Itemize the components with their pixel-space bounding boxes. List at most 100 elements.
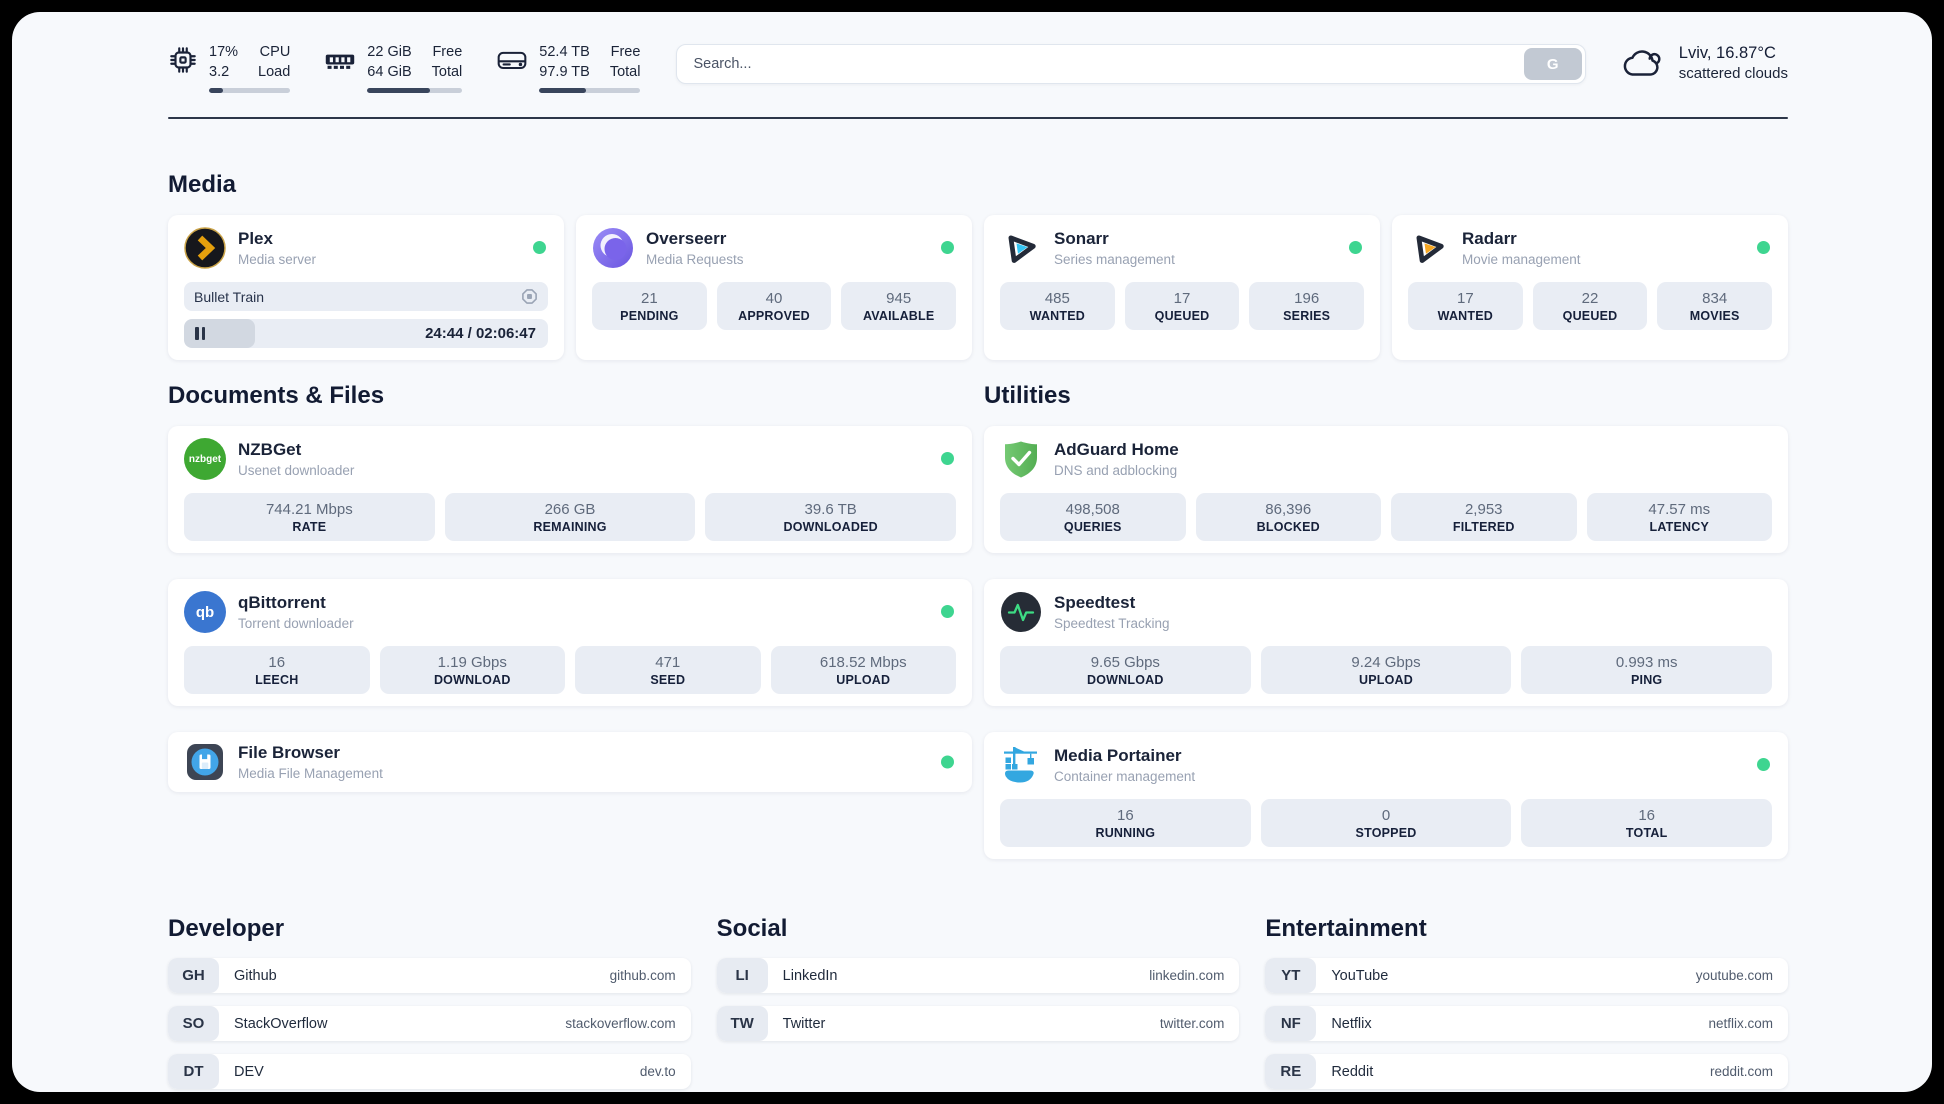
stat-downloaded: 39.6 TB DOWNLOADED [705,493,957,542]
link-name: DEV [234,1063,264,1080]
link-row-reddit[interactable]: RE Reddit reddit.com [1265,1054,1788,1090]
overseerr-icon [593,228,633,269]
app-name: Overseerr [646,228,727,248]
stat-total: 16 TOTAL [1521,799,1773,848]
link-tag: YT [1265,958,1317,994]
app-name: qBittorrent [238,592,326,612]
speedtest-pulse-icon [1001,592,1041,633]
stat-remaining: 266 GB REMAINING [444,493,696,542]
playback-time: 24:44 / 02:06:47 [425,325,536,343]
app-card-portainer[interactable]: Media Portainer Container management 16 … [984,732,1788,860]
link-row-linkedin[interactable]: LI LinkedIn linkedin.com [716,958,1240,994]
app-card-qbittorrent[interactable]: qb qBittorrent Torrent downloader 16 LEE… [168,579,972,707]
app-card-plex[interactable]: Plex Media server Bullet Train 24:44 / 0… [168,215,564,361]
radarr-icon [1416,235,1444,264]
stat-approved: 40 APPROVED [716,282,832,331]
link-name: Reddit [1331,1063,1374,1080]
app-name: Media Portainer [1054,745,1182,765]
utilities-column: Utilities AdGuard Home DNS and adb [984,382,1788,860]
stat-blocked: 86,396 BLOCKED [1195,493,1381,542]
app-subtitle: Media Requests [646,252,744,268]
memory-total-value: 64 GiB [367,64,412,81]
cloud-icon [1623,50,1661,76]
section-title-entertainment: Entertainment [1265,915,1427,943]
now-playing-title: Bullet Train [194,288,265,305]
link-tag: LI [716,958,768,994]
app-name: Sonarr [1054,228,1109,248]
link-row-github[interactable]: GH Github github.com [168,958,691,994]
stat-upload: 9.24 Gbps UPLOAD [1260,646,1512,695]
status-dot-online [941,241,954,255]
storage-progress-bar [539,87,641,93]
link-url: stackoverflow.com [565,1016,676,1032]
app-card-speedtest[interactable]: Speedtest Speedtest Tracking 9.65 Gbps D… [984,579,1788,707]
link-name: StackOverflow [234,1015,328,1032]
search-engine-button[interactable]: G [1523,48,1582,80]
nzbget-icon: nzbget [184,438,226,481]
link-name: YouTube [1331,967,1389,984]
stat-leech: 16 LEECH [184,646,370,695]
cpu-load-label: Load [258,64,291,81]
link-row-stackoverflow[interactable]: SO StackOverflow stackoverflow.com [168,1006,691,1042]
app-subtitle: Series management [1054,252,1175,268]
storage-free-value: 52.4 TB [539,44,590,60]
app-name: Speedtest [1054,592,1136,612]
documents-column: Documents & Files nzbget NZBGet Usenet d… [168,382,972,859]
search-box: G [676,44,1586,84]
link-url: youtube.com [1695,968,1773,984]
app-card-adguard[interactable]: AdGuard Home DNS and adblocking 498,508 … [984,426,1788,554]
plex-icon [184,227,226,269]
app-card-nzbget[interactable]: nzbget NZBGet Usenet downloader 744.21 M… [168,426,972,554]
filebrowser-icon [187,744,223,781]
stop-icon[interactable] [521,288,538,305]
memory-free-label: Free [432,44,463,60]
stat-running: 16 RUNNING [1000,799,1251,848]
cpu-progress-bar [209,87,291,93]
app-name: AdGuard Home [1054,439,1179,459]
app-name: File Browser [238,742,341,762]
link-row-netflix[interactable]: NF Netflix netflix.com [1265,1006,1788,1042]
media-grid: Plex Media server Bullet Train 24:44 / 0… [168,215,1788,361]
memory-total-label: Total [431,64,463,81]
link-row-dev[interactable]: DT DEV dev.to [168,1054,691,1090]
app-subtitle: Movie management [1462,252,1581,268]
section-title-utilities: Utilities [984,382,1071,410]
link-name: LinkedIn [782,967,838,984]
app-subtitle: Speedtest Tracking [1054,616,1170,632]
stat-stopped: 0 STOPPED [1260,799,1512,848]
ram-icon [326,54,355,69]
portainer-crane-icon [1004,747,1037,783]
app-subtitle: Torrent downloader [238,616,354,632]
app-name: NZBGet [238,439,302,459]
link-tag: TW [716,1006,768,1042]
link-name: Github [234,967,277,984]
link-row-twitter[interactable]: TW Twitter twitter.com [716,1006,1240,1042]
storage-total-value: 97.9 TB [539,64,590,81]
hard-drive-icon [497,51,527,70]
link-name: Twitter [782,1015,826,1032]
stat-ping: 0.993 ms PING [1521,646,1773,695]
app-subtitle: Usenet downloader [238,463,355,479]
app-subtitle: Media File Management [238,766,383,782]
social-links-column: Social LI LinkedIn linkedin.com TW Twitt… [716,915,1240,1089]
link-tag: RE [1265,1054,1317,1090]
sonarr-icon [1008,235,1036,264]
link-url: dev.to [639,1064,676,1080]
app-card-overseerr[interactable]: Overseerr Media Requests 21 PENDING 40 A… [576,215,972,361]
link-tag: DT [168,1054,219,1090]
memory-progress-bar [367,87,463,93]
cpu-label: CPU [259,44,291,60]
search-input[interactable] [677,45,1521,83]
developer-links-column: Developer GH Github github.com SO StackO… [168,915,691,1090]
link-row-youtube[interactable]: YT YouTube youtube.com [1265,958,1788,994]
top-bar: 17% CPU 3.2 Load [168,42,1788,93]
cpu-metric: 17% CPU 3.2 Load [168,42,291,93]
app-card-filebrowser[interactable]: File Browser Media File Management [168,732,972,793]
app-card-radarr[interactable]: Radarr Movie management 17 WANTED 22 QUE… [1392,215,1788,361]
playback-progress-bar: 24:44 / 02:06:47 [184,319,548,349]
qbittorrent-icon: qb [184,591,226,634]
weather-widget[interactable]: Lviv, 16.87°C scattered clouds [1620,42,1788,85]
app-name: Plex [238,228,273,248]
app-card-sonarr[interactable]: Sonarr Series management 485 WANTED 17 Q… [984,215,1380,361]
section-title-developer: Developer [168,915,285,943]
